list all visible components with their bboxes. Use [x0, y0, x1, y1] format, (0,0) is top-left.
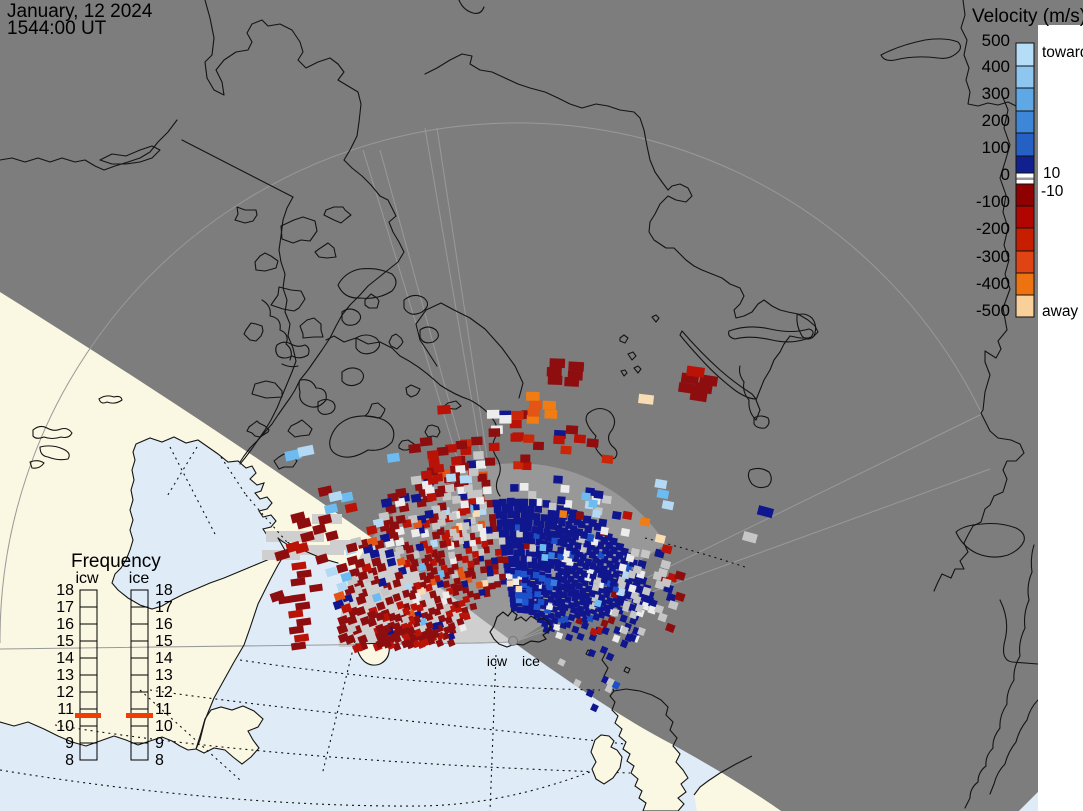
svg-text:9: 9 [65, 735, 74, 752]
svg-text:-200: -200 [976, 219, 1010, 238]
svg-text:12: 12 [155, 684, 173, 701]
svg-text:17: 17 [155, 599, 173, 616]
svg-text:8: 8 [155, 752, 164, 769]
svg-text:200: 200 [982, 111, 1010, 130]
svg-text:14: 14 [56, 650, 74, 667]
svg-text:ice: ice [129, 570, 150, 587]
svg-text:-400: -400 [976, 274, 1010, 293]
svg-text:15: 15 [56, 633, 74, 650]
svg-text:400: 400 [982, 57, 1010, 76]
svg-text:16: 16 [56, 616, 74, 633]
svg-text:11: 11 [155, 701, 172, 718]
svg-text:300: 300 [982, 84, 1010, 103]
svg-text:-300: -300 [976, 247, 1010, 266]
svg-text:-500: -500 [976, 301, 1010, 320]
svg-text:18: 18 [56, 582, 74, 599]
svg-text:10: 10 [56, 718, 74, 735]
svg-text:500: 500 [982, 31, 1010, 50]
svg-text:icw: icw [75, 570, 99, 587]
svg-text:16: 16 [155, 616, 173, 633]
svg-text:13: 13 [56, 667, 74, 684]
svg-text:15: 15 [155, 633, 173, 650]
svg-text:icw: icw [487, 653, 508, 669]
svg-text:-100: -100 [976, 192, 1010, 211]
svg-text:January, 12 2024: January, 12 2024 [7, 1, 153, 22]
svg-text:13: 13 [155, 667, 173, 684]
svg-text:away: away [1042, 303, 1078, 320]
svg-text:10: 10 [155, 718, 173, 735]
svg-text:Velocity (m/s): Velocity (m/s) [972, 6, 1083, 27]
svg-text:-10: -10 [1041, 183, 1064, 200]
svg-text:17: 17 [56, 599, 74, 616]
svg-text:18: 18 [155, 582, 173, 599]
svg-text:9: 9 [155, 735, 164, 752]
svg-text:11: 11 [57, 701, 74, 718]
svg-text:toward: toward [1042, 44, 1083, 61]
svg-text:14: 14 [155, 650, 173, 667]
svg-text:8: 8 [65, 752, 74, 769]
svg-text:100: 100 [982, 138, 1010, 157]
svg-text:12: 12 [56, 684, 74, 701]
svg-text:10: 10 [1043, 165, 1061, 182]
svg-text:ice: ice [522, 653, 540, 669]
svg-text:Frequency: Frequency [71, 551, 161, 572]
svg-text:1544:00 UT: 1544:00 UT [7, 18, 107, 39]
svg-text:0: 0 [1001, 165, 1010, 184]
